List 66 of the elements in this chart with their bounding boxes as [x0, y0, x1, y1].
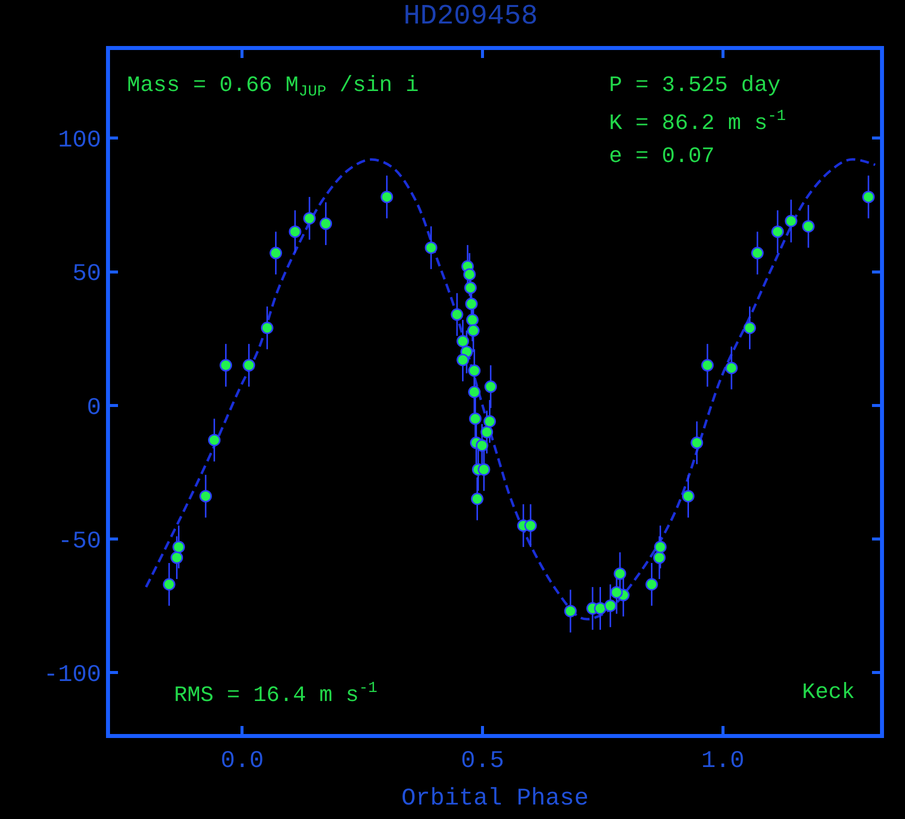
point: [654, 540, 667, 554]
y-tick-label: 0: [86, 394, 102, 422]
point: [862, 190, 875, 204]
point: [380, 190, 394, 204]
point: [483, 415, 496, 428]
point: [465, 298, 478, 310]
point: [260, 322, 274, 334]
y-tick-label: 50: [72, 261, 102, 288]
point: [484, 380, 497, 393]
point: [610, 586, 623, 599]
point: [242, 359, 256, 372]
point: [464, 282, 477, 294]
point: [320, 217, 332, 230]
x-tick-label: 1.0: [701, 748, 744, 775]
point: [450, 308, 464, 321]
point: [614, 567, 626, 580]
point: [424, 241, 438, 254]
point: [480, 426, 494, 438]
point: [594, 602, 607, 615]
point: [170, 551, 184, 564]
point: [771, 225, 784, 238]
annotation: e = 0.07: [609, 144, 715, 169]
point: [802, 220, 815, 233]
point: [288, 225, 302, 238]
annotation: P = 3.525 day: [609, 73, 781, 98]
point: [466, 314, 479, 326]
point: [690, 436, 704, 450]
y-tick-label: -100: [44, 662, 102, 689]
point: [645, 578, 658, 591]
point: [470, 492, 484, 506]
point: [456, 354, 470, 366]
point: [604, 600, 617, 612]
point: [469, 412, 482, 425]
x-tick-label: 0.0: [220, 748, 264, 775]
point: [725, 362, 738, 374]
x-tick-label: 0.5: [460, 748, 504, 775]
point: [478, 463, 490, 476]
point: [751, 246, 764, 260]
point: [303, 212, 316, 225]
point: [172, 540, 185, 554]
point: [270, 246, 282, 260]
point: [456, 334, 470, 348]
x-axis-title: Orbital Phase: [401, 786, 589, 813]
point: [653, 551, 666, 564]
annotation: RMS = 16.4 m s$^{-1}$: [174, 679, 378, 708]
point: [701, 359, 714, 372]
y-tick-label: 100: [58, 128, 102, 155]
point: [468, 386, 481, 398]
annotation: Keck: [802, 680, 855, 705]
point: [784, 214, 798, 228]
point: [682, 490, 694, 502]
chart-title: HD209458: [403, 2, 538, 33]
point: [476, 439, 488, 452]
point: [468, 364, 481, 377]
y-tick-label: -50: [58, 528, 102, 556]
point: [162, 578, 176, 591]
annotation: K = 86.2 m s$^{-1}$: [609, 107, 786, 136]
point: [743, 322, 756, 334]
point: [463, 268, 476, 281]
annotation: Mass = 0.66 M$_{JUP}$ /sin i: [127, 73, 419, 101]
point: [524, 519, 537, 532]
point: [199, 490, 212, 502]
point: [220, 359, 232, 372]
point: [467, 324, 480, 337]
point: [208, 434, 221, 446]
point: [564, 604, 577, 618]
